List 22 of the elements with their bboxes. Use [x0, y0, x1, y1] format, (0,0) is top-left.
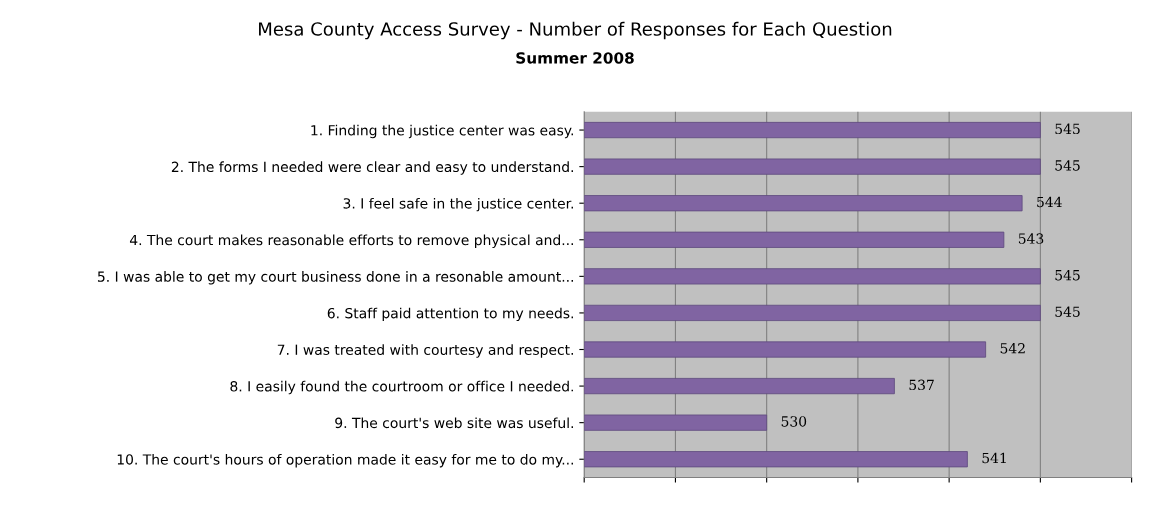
- data-label: 545: [1055, 123, 1080, 135]
- chart-title: Mesa County Access Survey - Number of Responses for Each Question: [259, 21, 892, 40]
- y-tick-label: 4. The court makes reasonable efforts to remove physical and...: [129, 234, 573, 248]
- data-label: 537: [909, 379, 934, 391]
- data-label: 544: [1037, 196, 1062, 208]
- y-tick-label: 1. Finding the justice center was easy.: [311, 124, 573, 139]
- data-label: 530: [781, 416, 807, 427]
- y-tick-label: 10. The court's hours of operation made it easy for me to do my...: [117, 453, 573, 468]
- y-tick-label: 9. The court's web site was useful.: [335, 417, 573, 429]
- y-tick-label: 2. The forms I needed were clear and easy to understand.: [171, 161, 573, 175]
- y-tick-label: 6. Staff paid attention to my needs.: [327, 307, 573, 322]
- data-label: 541: [982, 452, 1006, 464]
- y-tick-label: 8. I easily found the courtroom or office I needed.: [230, 380, 573, 395]
- y-tick-label: 5. I was able to get my court business done in a resonable amount...: [97, 271, 573, 285]
- chart-subtitle: Summer 2008: [516, 52, 634, 64]
- data-label: 545: [1055, 269, 1080, 281]
- y-tick-label: 3. I feel safe in the justice center.: [343, 197, 573, 212]
- y-tick-label: 7. I was treated with courtesy and respect.: [277, 344, 573, 358]
- data-label: 545: [1055, 160, 1080, 171]
- data-label: 543: [1018, 233, 1044, 244]
- data-label: 542: [1000, 343, 1025, 354]
- data-label: 545: [1055, 306, 1080, 317]
